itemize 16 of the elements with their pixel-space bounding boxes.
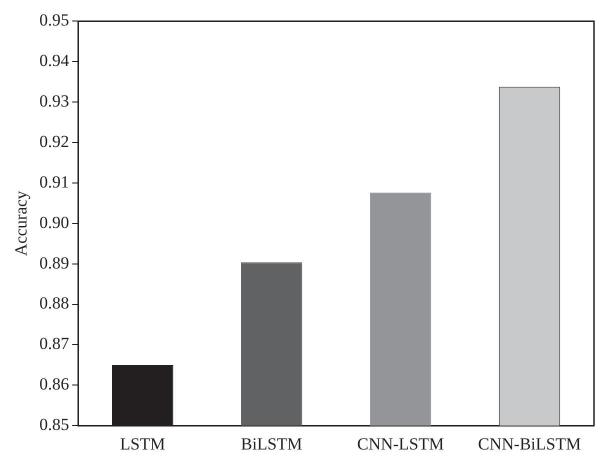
- y-tick-label: 0.93: [39, 92, 70, 111]
- x-tick-label: CNN-LSTM: [357, 434, 444, 454]
- y-tick-label: 0.87: [39, 334, 70, 354]
- y-tick-label: 0.91: [39, 172, 70, 192]
- y-tick-label: 0.94: [39, 51, 70, 70]
- y-tick-label: 0.90: [39, 212, 70, 232]
- y-tick-label: 0.85: [39, 415, 70, 434]
- y-axis-title: Accuracy: [12, 190, 31, 256]
- y-tick-label: 0.95: [39, 10, 70, 30]
- y-tick-label: 0.86: [39, 374, 70, 394]
- x-tick-label: LSTM: [120, 434, 166, 454]
- y-tick-label: 0.92: [39, 132, 70, 151]
- y-tick-label: 0.88: [39, 294, 70, 313]
- x-tick-label: CNN-BiLSTM: [478, 434, 582, 454]
- x-tick-label: BiLSTM: [240, 434, 302, 454]
- y-tick-label: 0.89: [39, 253, 70, 272]
